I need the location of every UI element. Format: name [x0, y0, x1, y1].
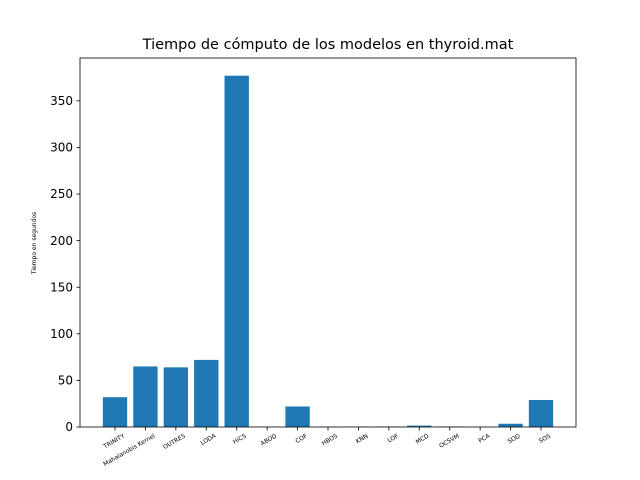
- x-tick-label: PCA: [477, 432, 492, 444]
- x-tick-label: LODA: [200, 432, 219, 447]
- y-axis-label: Tiempo en segundos: [31, 212, 38, 275]
- y-tick-label: 200: [50, 234, 73, 248]
- y-tick-label: 250: [50, 187, 73, 201]
- x-tick-label: MCD: [415, 432, 431, 445]
- x-tick-label: OCSVM: [438, 433, 461, 450]
- x-tick-label: COF: [294, 432, 309, 445]
- y-tick-label: 100: [50, 327, 73, 341]
- plot-frame: [79, 57, 577, 428]
- x-tick-label: ABOD: [260, 432, 279, 447]
- bars-group: [102, 75, 554, 427]
- bar-sos: [528, 399, 554, 427]
- x-tick-label: TRINITY: [102, 433, 127, 451]
- y-tick-label: 350: [50, 94, 73, 108]
- x-tick-label: OUTRES: [162, 433, 187, 451]
- y-tick-label: 150: [50, 280, 73, 294]
- bar-hics: [224, 75, 249, 427]
- x-tick-label: SOD: [507, 432, 522, 445]
- x-tick-label: HiCS: [232, 433, 248, 446]
- y-tick-label: 50: [58, 374, 73, 388]
- bar-trinity: [102, 397, 128, 427]
- bar-mahalanobis-kernel: [133, 366, 158, 427]
- bar-loda: [194, 359, 219, 427]
- chart-title: Tiempo de cómputo de los modelos en thyr…: [142, 37, 514, 53]
- x-tick-label: LOF: [387, 432, 401, 444]
- x-tick-label: KNN: [355, 433, 370, 446]
- x-tick-label: Mahalanobis Kernel: [102, 433, 156, 468]
- bar-sod: [498, 423, 523, 427]
- bar-mcd: [407, 425, 432, 427]
- y-tick-label: 300: [50, 141, 73, 155]
- y-axis: 0 50 100 150 200 250 300 350: [50, 94, 80, 434]
- x-tick-label: SOS: [538, 433, 552, 445]
- y-tick-label: 0: [65, 420, 73, 434]
- bar-cof: [285, 406, 310, 427]
- bar-outres: [163, 367, 189, 427]
- x-tick-label: HBOS: [321, 433, 339, 448]
